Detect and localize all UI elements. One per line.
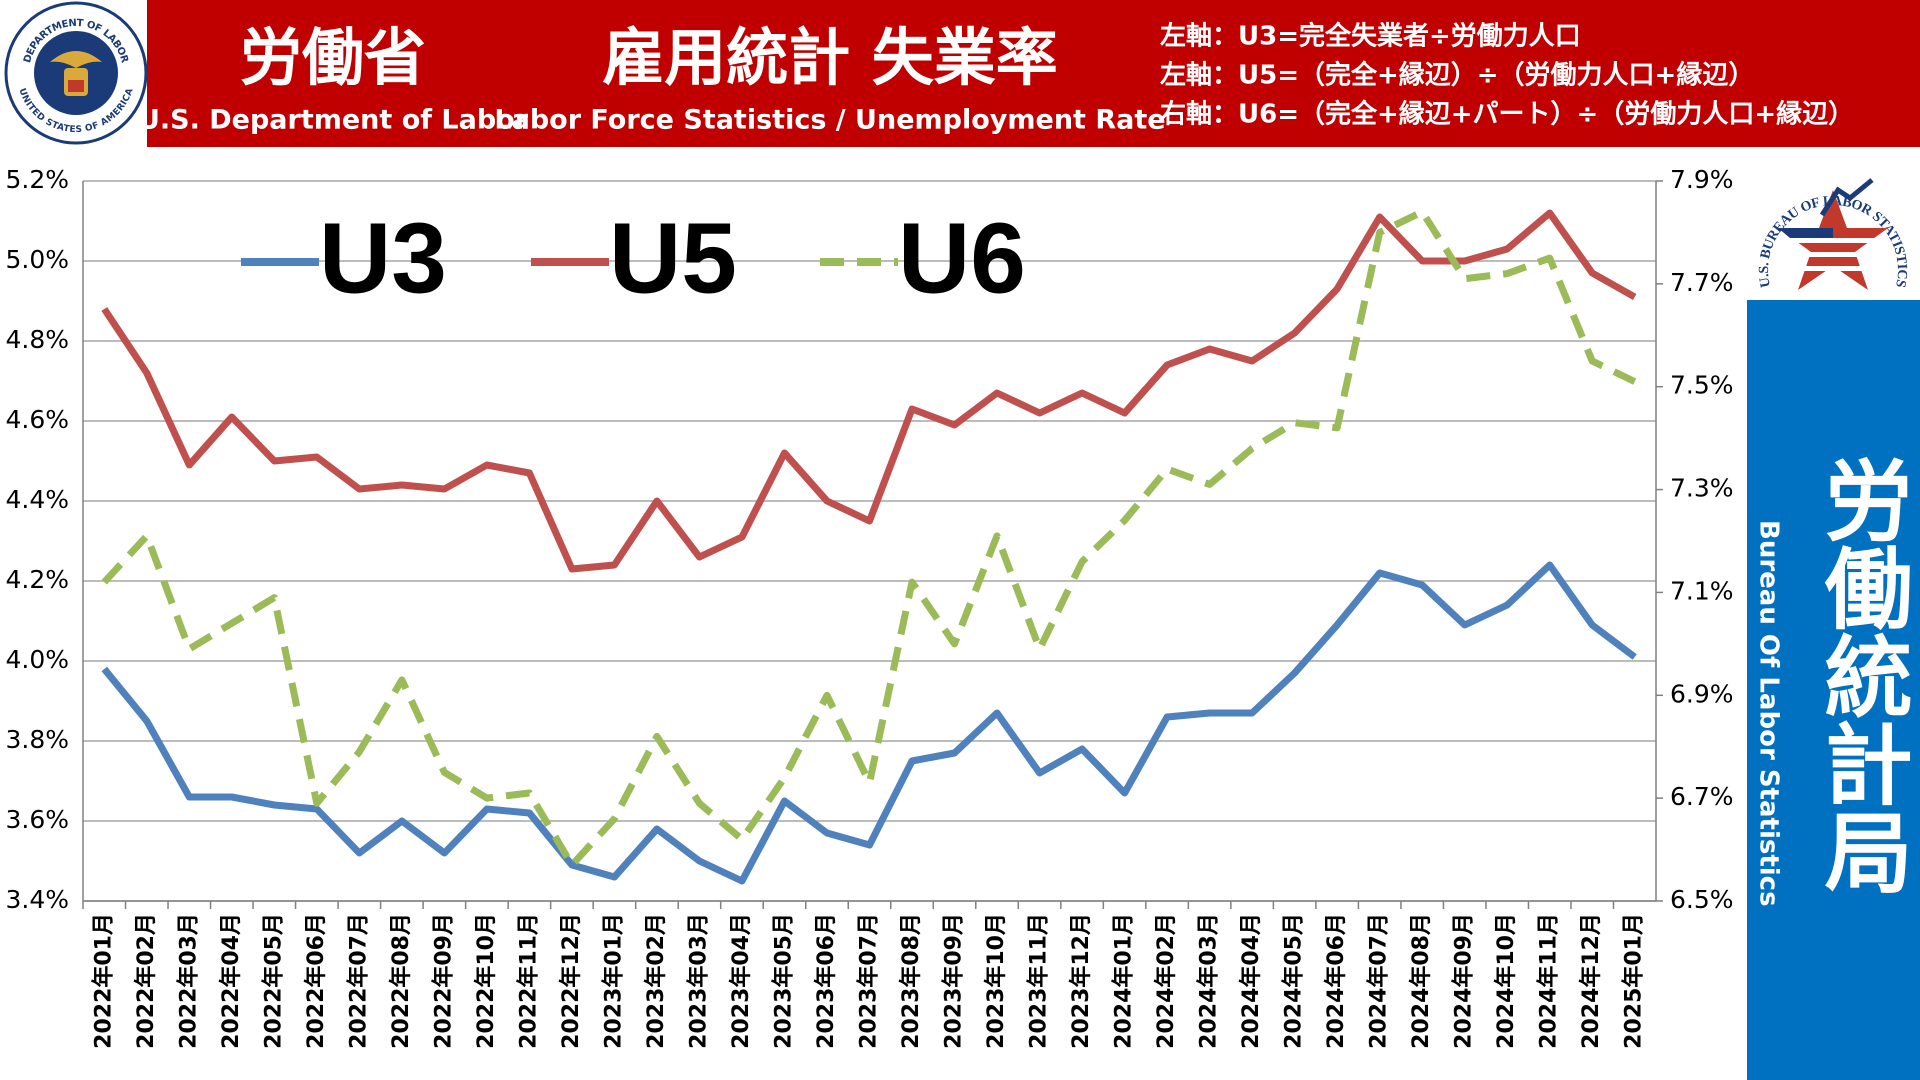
dol-seal: DEPARTMENT OF LABOR UNITED STATES OF AME… — [4, 1, 148, 145]
x-tick-label: 2022年10月 — [473, 913, 499, 1049]
legend-label: U3 — [319, 202, 447, 314]
x-tick-label: 2024年10月 — [1493, 913, 1519, 1049]
legend-label: U6 — [898, 202, 1026, 314]
y-tick-label: 5.0% — [5, 245, 69, 274]
x-tick-label: 2022年06月 — [303, 913, 329, 1049]
x-tick-label: 2024年02月 — [1153, 913, 1179, 1049]
x-tick-label: 2023年01月 — [600, 913, 626, 1049]
y2-tick-label: 6.7% — [1670, 782, 1734, 811]
x-tick-label: 2025年01月 — [1621, 913, 1647, 1049]
x-tick-label: 2022年04月 — [218, 913, 244, 1049]
series-line — [101, 561, 1637, 885]
note: 右軸：U6=（完全+縁辺+パート）÷（労働力人口+縁辺） — [1160, 99, 1854, 130]
x-tick-label: 2022年12月 — [558, 913, 584, 1049]
agency-en: U.S. Department of Labor — [138, 105, 529, 136]
x-tick-label: 2023年03月 — [685, 913, 711, 1049]
y-tick-label: 3.6% — [5, 805, 69, 834]
note: 左軸：U3=完全失業者÷労働力人口 — [1160, 21, 1581, 52]
series-line — [101, 208, 1637, 869]
x-tick-label: 2024年01月 — [1111, 913, 1137, 1049]
y2-tick-label: 7.3% — [1670, 474, 1734, 503]
x-tick-label: 2023年09月 — [941, 913, 967, 1049]
side-name-ja: 労働統計局 — [1810, 455, 1913, 895]
x-tick-label: 2024年09月 — [1451, 913, 1477, 1049]
header-bar — [147, 0, 1920, 147]
y-tick-label: 3.8% — [5, 725, 69, 754]
y-tick-label: 4.6% — [5, 405, 69, 434]
y-tick-label: 4.2% — [5, 565, 69, 594]
x-tick-label: 2022年02月 — [133, 913, 159, 1049]
y2-tick-label: 7.7% — [1670, 268, 1734, 297]
legend-label: U5 — [609, 202, 737, 314]
x-tick-label: 2023年11月 — [1026, 913, 1052, 1049]
x-tick-label: 2023年08月 — [898, 913, 924, 1049]
x-tick-label: 2023年07月 — [856, 913, 882, 1049]
x-tick-label: 2023年10月 — [983, 913, 1009, 1049]
x-tick-label: 2022年09月 — [430, 913, 456, 1049]
x-tick-label: 2024年11月 — [1536, 913, 1562, 1049]
x-tick-label: 2024年03月 — [1196, 913, 1222, 1049]
side-name-en: Bureau Of Labor Statistics — [1754, 520, 1784, 907]
title-ja: 雇用統計 失業率 — [602, 21, 1058, 94]
x-tick-label: 2022年11月 — [515, 913, 541, 1049]
y2-tick-label: 6.5% — [1670, 885, 1734, 914]
bls-logo: U.S. BUREAU OF LABOR STATISTICS — [1757, 178, 1909, 290]
y-tick-label: 5.2% — [5, 165, 69, 194]
x-tick-label: 2022年05月 — [260, 913, 286, 1049]
x-tick-label: 2023年05月 — [770, 913, 796, 1049]
x-tick-label: 2024年08月 — [1408, 913, 1434, 1049]
y-tick-label: 4.8% — [5, 325, 69, 354]
y2-tick-label: 7.9% — [1670, 165, 1734, 194]
note: 左軸：U5=（完全+縁辺）÷（労働力人口+縁辺） — [1160, 60, 1754, 91]
x-tick-label: 2022年03月 — [175, 913, 201, 1049]
x-tick-label: 2022年07月 — [345, 913, 371, 1049]
x-tick-label: 2023年12月 — [1068, 913, 1094, 1049]
x-tick-label: 2024年05月 — [1281, 913, 1307, 1049]
x-tick-label: 2024年07月 — [1366, 913, 1392, 1049]
side-panel — [1747, 300, 1920, 1080]
y2-tick-label: 6.9% — [1670, 679, 1734, 708]
y2-tick-label: 7.5% — [1670, 371, 1734, 400]
x-tick-label: 2023年02月 — [643, 913, 669, 1049]
x-tick-label: 2022年08月 — [388, 913, 414, 1049]
y-tick-label: 3.4% — [5, 885, 69, 914]
x-tick-label: 2023年04月 — [728, 913, 754, 1049]
y-tick-label: 4.0% — [5, 645, 69, 674]
x-tick-label: 2024年06月 — [1323, 913, 1349, 1049]
y2-tick-label: 7.1% — [1670, 576, 1734, 605]
title-en: Labor Force Statistics / Unemployment Ra… — [494, 105, 1165, 136]
y-tick-label: 4.4% — [5, 485, 69, 514]
x-tick-label: 2022年01月 — [90, 913, 116, 1049]
x-tick-label: 2023年06月 — [813, 913, 839, 1049]
agency-ja: 労働省 — [240, 21, 426, 94]
series-line — [101, 209, 1637, 573]
x-tick-label: 2024年04月 — [1238, 913, 1264, 1049]
x-tick-label: 2024年12月 — [1578, 913, 1604, 1049]
plot: 3.4% 3.6% 3.8% 4.0% 4.2% 4.4% 4.6% 4.8% 5.0% 5.2%… — [5, 165, 1733, 1049]
